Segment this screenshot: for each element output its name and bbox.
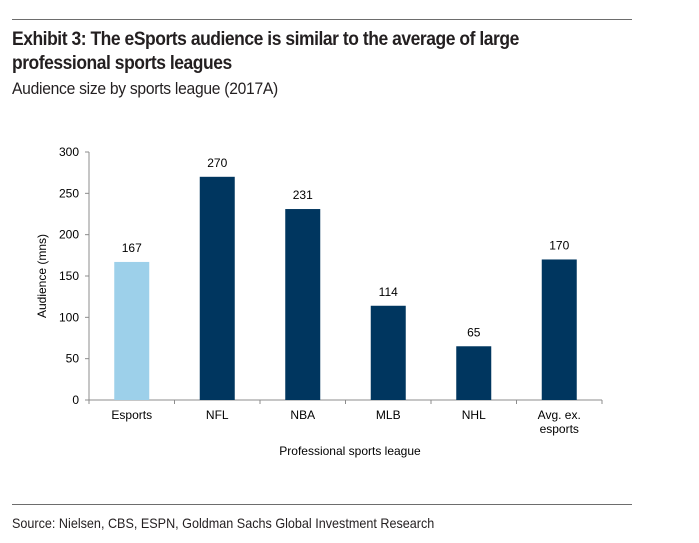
x-axis-title: Professional sports league (279, 444, 421, 458)
y-tick-label: 0 (72, 393, 79, 407)
y-tick-label: 100 (59, 310, 79, 324)
data-label: 114 (379, 285, 398, 299)
top-rule (12, 19, 632, 20)
data-labels: 167 270 231 114 65 170 (122, 156, 570, 339)
x-axis: Esports NFL NBA MLB NHL Avg. ex. esports (88, 399, 603, 436)
bar-mlb (370, 305, 406, 400)
x-tick-label: NFL (206, 408, 229, 422)
data-label: 231 (293, 188, 313, 202)
y-tick-label: 200 (59, 228, 79, 242)
x-tick-label: MLB (376, 408, 401, 422)
x-tick-label: NHL (462, 408, 486, 422)
bar-avg-ex-esports (541, 259, 577, 400)
chart-subtitle: Audience size by sports league (2017A) (12, 79, 278, 98)
y-axis: 0 50 100 150 200 250 300 (59, 145, 90, 407)
y-tick-label: 150 (59, 269, 79, 283)
bar-esports (114, 261, 150, 400)
x-tick-label: NBA (290, 408, 315, 422)
y-axis-title: Audience (mns) (35, 234, 49, 318)
data-label: 65 (467, 325, 481, 339)
y-tick-label: 300 (59, 145, 79, 159)
x-tick-label: Esports (111, 408, 152, 422)
bar-nfl (199, 176, 235, 400)
source-note: Source: Nielsen, CBS, ESPN, Goldman Sach… (12, 515, 435, 531)
x-tick-label: Avg. ex. esports (538, 408, 581, 436)
y-tick-label: 250 (59, 186, 79, 200)
data-label: 170 (549, 238, 569, 252)
exhibit-title: Exhibit 3: The eSports audience is simil… (12, 29, 519, 74)
data-label: 270 (207, 156, 227, 170)
bars (114, 176, 577, 400)
bottom-rule (12, 504, 632, 505)
data-label: 167 (122, 241, 142, 255)
bar-nhl (456, 346, 492, 400)
bar-nba (285, 209, 321, 400)
y-tick-label: 50 (66, 352, 80, 366)
